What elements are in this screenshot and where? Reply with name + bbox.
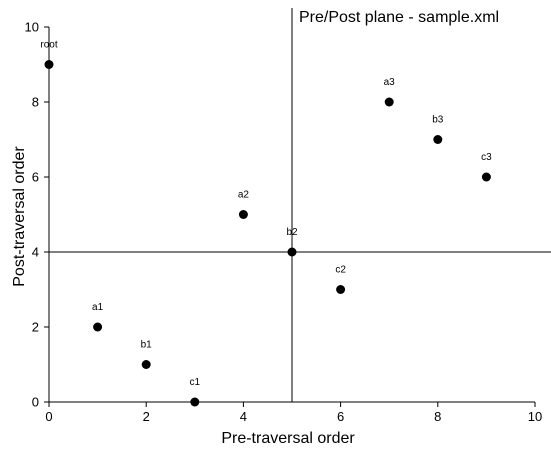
point-label: c2 (335, 265, 346, 276)
x-tick-label: 4 (240, 409, 247, 424)
x-tick-label: 0 (45, 409, 52, 424)
point-label: b3 (432, 115, 444, 126)
data-point (287, 247, 297, 257)
y-tick-label: 10 (25, 20, 39, 35)
x-tick-label: 10 (528, 409, 542, 424)
data-point (336, 285, 346, 294)
x-tick-label: 2 (143, 409, 150, 424)
data-point (190, 397, 200, 407)
point-label: b2 (286, 227, 298, 238)
point-label: a2 (238, 190, 250, 201)
data-point (481, 172, 491, 182)
point-label: c1 (190, 377, 201, 388)
data-point (384, 97, 394, 107)
point-label: a3 (384, 77, 396, 88)
x-tick-label: 6 (337, 409, 344, 424)
data-point (44, 60, 54, 69)
x-axis-title: Pre-traversal order (221, 430, 355, 447)
data-point (433, 135, 443, 144)
y-tick-label: 6 (32, 170, 39, 185)
data-point (238, 210, 248, 219)
point-label: a1 (92, 302, 104, 313)
ticks: 0 2 4 6 8 10 0 2 4 6 8 10 (25, 20, 543, 425)
y-tick-label: 8 (32, 95, 39, 110)
chart-title: Pre/Post plane - sample.xml (299, 9, 499, 26)
data-point (93, 322, 103, 332)
point-label: b1 (141, 340, 153, 351)
point-label: root (40, 40, 57, 51)
data-points: root a1 b1 c1 a2 b2 c2 a3 b3 c3 (40, 40, 492, 407)
y-tick-label: 4 (32, 245, 39, 260)
x-tick-label: 8 (434, 409, 441, 424)
y-tick-label: 2 (32, 320, 39, 335)
reference-lines (49, 8, 551, 402)
y-axis-title: Post-traversal order (11, 146, 28, 287)
y-tick-label: 0 (32, 395, 39, 410)
point-label: c3 (481, 152, 492, 163)
data-point (141, 360, 151, 369)
